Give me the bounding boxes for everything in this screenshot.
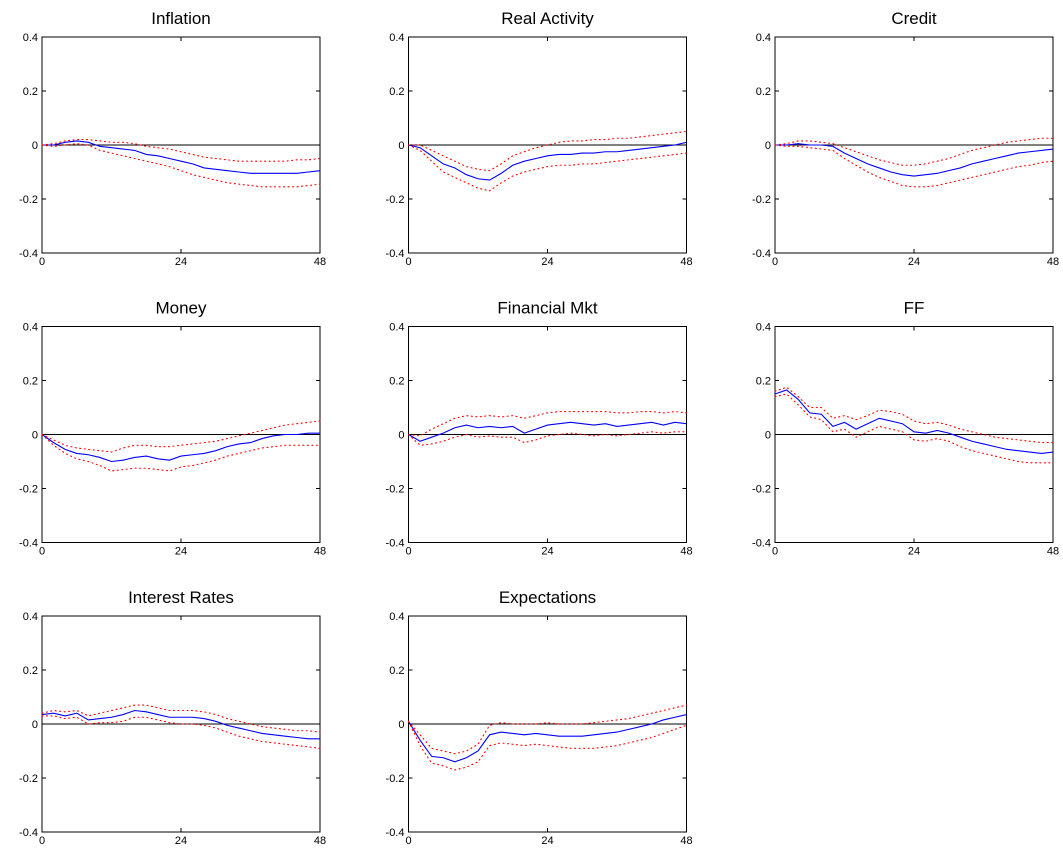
response-line [41, 709, 320, 740]
subplot-title: Financial Mkt [497, 299, 597, 318]
y-tick-label: 0.4 [389, 322, 404, 334]
confidence-band [41, 715, 321, 749]
y-tick-label: 0.4 [23, 32, 38, 44]
confidence-band [41, 420, 321, 453]
y-tick-label: 0.4 [389, 611, 404, 623]
x-tick-label: 0 [39, 835, 45, 847]
y-tick-label: 0.2 [23, 86, 38, 98]
y-tick-label: -0.4 [19, 248, 38, 260]
x-tick-label: 48 [1047, 256, 1059, 268]
x-tick-label: 24 [541, 546, 553, 558]
x-tick-label: 0 [405, 835, 411, 847]
y-tick-label: 0.4 [756, 32, 771, 44]
x-tick-label: 0 [39, 546, 45, 558]
y-tick-label: -0.4 [386, 538, 405, 550]
y-tick-label: 0.2 [389, 665, 404, 677]
response-line [775, 143, 1054, 177]
y-tick-label: 0.2 [389, 86, 404, 98]
x-tick-label: 0 [772, 256, 778, 268]
y-tick-label: 0 [32, 430, 38, 442]
y-tick-label: 0 [765, 140, 771, 152]
y-tick-label: -0.2 [752, 194, 771, 206]
x-tick-label: 48 [680, 546, 692, 558]
y-tick-label: 0.4 [23, 322, 38, 334]
confidence-band [41, 139, 321, 162]
x-tick-label: 24 [541, 835, 553, 847]
confidence-band [774, 393, 1054, 464]
y-tick-label: -0.4 [752, 248, 771, 260]
y-tick-label: 0 [398, 430, 404, 442]
y-tick-label: -0.2 [19, 194, 38, 206]
x-tick-label: 0 [772, 546, 778, 558]
y-tick-label: 0 [32, 719, 38, 731]
y-tick-label: 0 [398, 719, 404, 731]
y-tick-label: -0.4 [19, 827, 38, 839]
subplot-title: Real Activity [501, 9, 594, 28]
x-tick-label: 48 [314, 835, 326, 847]
response-line [41, 432, 320, 463]
y-tick-label: 0.2 [23, 376, 38, 388]
x-tick-label: 48 [680, 835, 692, 847]
response-line [408, 714, 687, 763]
y-tick-label: -0.2 [19, 484, 38, 496]
x-tick-label: 0 [405, 256, 411, 268]
y-tick-label: 0.2 [756, 376, 771, 388]
subplot-title: Money [155, 299, 207, 318]
x-tick-label: 24 [175, 835, 187, 847]
confidence-band [41, 433, 321, 472]
y-tick-label: -0.4 [386, 248, 405, 260]
y-tick-label: 0 [32, 140, 38, 152]
x-tick-label: 0 [39, 256, 45, 268]
subplot-title: Interest Rates [128, 588, 234, 607]
confidence-band [407, 720, 688, 771]
y-tick-label: -0.2 [19, 773, 38, 785]
confidence-band [774, 144, 1054, 188]
confidence-band [774, 137, 1054, 166]
confidence-band [407, 130, 688, 172]
confidence-band [407, 431, 688, 446]
x-tick-label: 48 [1047, 546, 1059, 558]
y-tick-label: 0.2 [23, 665, 38, 677]
confidence-band [774, 386, 1054, 444]
y-tick-label: -0.2 [386, 484, 405, 496]
response-line [408, 421, 687, 442]
confidence-band [407, 704, 688, 755]
x-tick-label: 24 [908, 256, 920, 268]
x-tick-label: 48 [314, 546, 326, 558]
x-tick-label: 24 [175, 256, 187, 268]
confidence-band [407, 144, 688, 192]
x-tick-label: 0 [405, 546, 411, 558]
y-tick-label: 0.4 [389, 32, 404, 44]
subplot-title: FF [904, 299, 925, 318]
y-tick-label: 0.4 [756, 322, 771, 334]
y-tick-label: -0.4 [386, 827, 405, 839]
subplot-title: Inflation [151, 9, 211, 28]
confidence-band [41, 704, 321, 733]
y-tick-label: 0.2 [756, 86, 771, 98]
x-tick-label: 24 [541, 256, 553, 268]
y-tick-label: -0.4 [752, 538, 771, 550]
y-tick-label: -0.2 [386, 194, 405, 206]
subplot-title: Expectations [499, 588, 596, 607]
y-tick-label: 0 [398, 140, 404, 152]
response-line [42, 140, 321, 174]
y-tick-label: 0.2 [389, 376, 404, 388]
response-line [774, 389, 1054, 454]
y-tick-label: 0 [765, 430, 771, 442]
y-tick-label: -0.2 [752, 484, 771, 496]
x-tick-label: 48 [680, 256, 692, 268]
subplot-title: Credit [891, 9, 937, 28]
x-tick-label: 48 [314, 256, 326, 268]
confidence-band [407, 410, 688, 437]
y-tick-label: -0.2 [386, 773, 405, 785]
y-tick-label: 0.4 [23, 611, 38, 623]
x-tick-label: 24 [175, 546, 187, 558]
y-tick-label: -0.4 [19, 538, 38, 550]
x-tick-label: 24 [908, 546, 920, 558]
response-line [408, 141, 687, 181]
confidence-band [41, 143, 321, 188]
